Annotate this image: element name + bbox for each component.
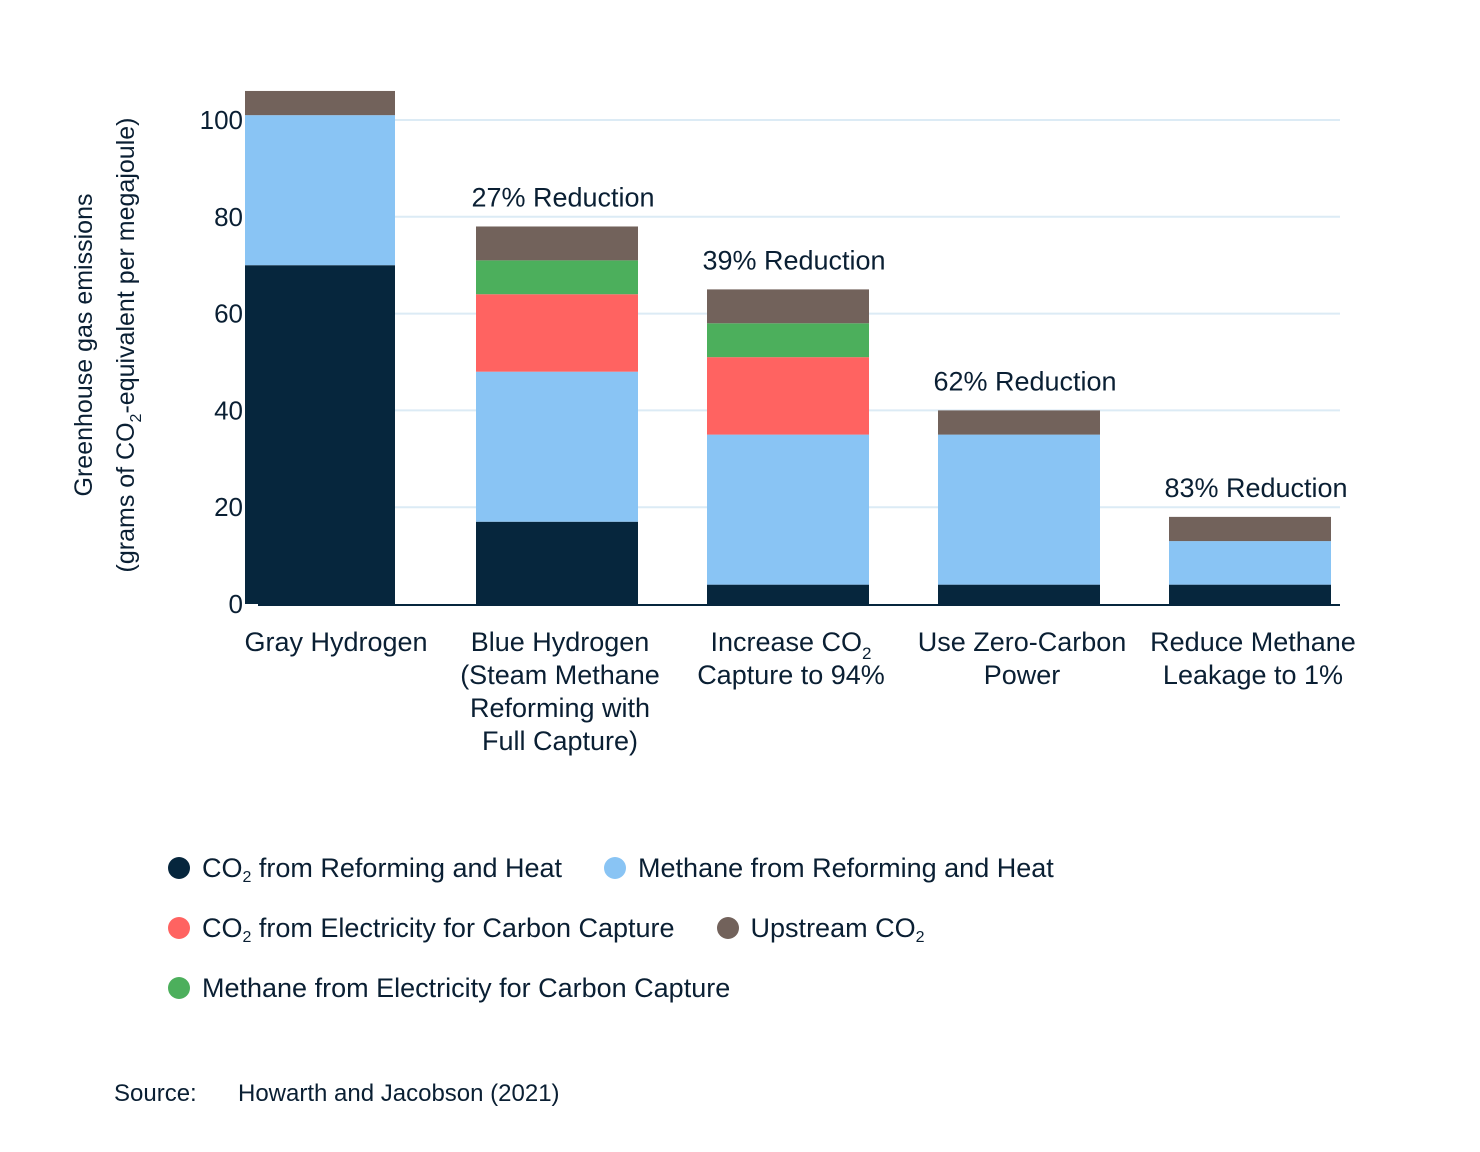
- bar-segment-co2_reform: [707, 584, 869, 604]
- reduction-annotation: 62% Reduction: [933, 366, 1116, 396]
- y-tick-label: 60: [214, 299, 243, 329]
- bar-segment-co2_elec: [476, 294, 638, 372]
- legend-swatch: [604, 857, 627, 879]
- reduction-annotations: 27% Reduction 39% Reduction 62% Reduction 8…: [471, 182, 1347, 502]
- bar-segment-ch4_reform: [707, 434, 869, 585]
- legend-label: CO2 from Electricity for Carbon Capture: [202, 912, 675, 946]
- legend-swatch: [168, 857, 190, 879]
- category-label: Gray Hydrogen: [244, 627, 427, 657]
- bar-segment-upstream: [1169, 516, 1331, 542]
- y-axis-ticks: 0 20 40 60 80 100: [200, 105, 243, 619]
- y-axis-label: Greenhouse gas emissions (grams of CO2-eq…: [70, 118, 145, 573]
- bar-segment-ch4_elec: [707, 323, 869, 358]
- reduction-annotation: 39% Reduction: [702, 245, 885, 275]
- bar-segment-co2_reform: [938, 584, 1100, 604]
- bar-segment-co2_reform: [245, 265, 395, 604]
- y-tick-label: 40: [214, 395, 243, 425]
- bars: [245, 90, 1331, 604]
- category-label: Capture to 94%: [697, 660, 885, 690]
- bar-segment-co2_elec: [707, 357, 869, 435]
- bar-segment-ch4_reform: [938, 434, 1100, 585]
- category-label: Blue Hydrogen: [471, 627, 650, 657]
- y-tick-label: 100: [200, 105, 243, 135]
- bar-segment-upstream: [938, 410, 1100, 435]
- y-axis-title: Greenhouse gas emissions: [70, 194, 98, 497]
- bar-segment-co2_reform: [476, 521, 638, 604]
- bar-segment-ch4_reform: [476, 371, 638, 522]
- legend-row: CO2 from Electricity for Carbon Capture …: [168, 898, 1268, 958]
- legend-label: Methane from Electricity for Carbon Capt…: [202, 972, 731, 1003]
- bar-segment-ch4_reform: [1169, 541, 1331, 585]
- legend-swatch: [716, 917, 739, 939]
- legend: CO2 from Reforming and Heat Methane from…: [168, 838, 1268, 1018]
- stacked-bar-chart: 0 20 40 60 80 100 27% Reduction 39% Reduction 6…: [70, 90, 1356, 756]
- legend-swatch: [168, 917, 190, 939]
- reduction-annotation: 27% Reduction: [471, 182, 654, 212]
- category-label: Increase CO2: [710, 627, 871, 663]
- category-label: Reduce Methane: [1150, 627, 1356, 657]
- source-note: Source: Howarth and Jacobson (2021): [114, 1080, 560, 1108]
- legend-item-co2-electricity: CO2 from Electricity for Carbon Capture: [168, 912, 675, 946]
- legend-item-methane-electricity: Methane from Electricity for Carbon Capt…: [168, 973, 730, 1004]
- y-tick-label: 0: [229, 589, 243, 619]
- reduction-annotation: 83% Reduction: [1164, 473, 1347, 503]
- bar-segment-ch4_reform: [245, 115, 395, 266]
- legend-item-co2-reforming: CO2 from Reforming and Heat: [168, 852, 563, 886]
- bar-segment-co2_reform: [1169, 584, 1331, 604]
- category-labels: Gray Hydrogen Blue Hydrogen(Steam Methane…: [244, 627, 1355, 756]
- source-label: Source:: [114, 1080, 197, 1107]
- bar-segment-upstream: [476, 226, 638, 261]
- legend-label: Methane from Reforming and Heat: [638, 852, 1054, 883]
- category-label: (Steam Methane: [460, 660, 660, 690]
- category-label: Leakage to 1%: [1163, 660, 1343, 690]
- category-label: Reforming with: [470, 693, 650, 723]
- legend-item-methane-reforming: Methane from Reforming and Heat: [604, 853, 1054, 884]
- legend-row: CO2 from Reforming and Heat Methane from…: [168, 838, 1268, 898]
- bar-segment-upstream: [707, 289, 869, 324]
- y-tick-label: 20: [214, 492, 243, 522]
- legend-label: CO2 from Reforming and Heat: [202, 852, 563, 886]
- legend-row: Methane from Electricity for Carbon Capt…: [168, 958, 1268, 1018]
- legend-swatch: [168, 977, 190, 999]
- y-axis-subtitle: (grams of CO2-equivalent per megajoule): [112, 118, 145, 573]
- legend-item-upstream-co2: Upstream CO2: [716, 912, 925, 946]
- y-tick-label: 80: [214, 202, 243, 232]
- source-text: Howarth and Jacobson (2021): [238, 1080, 560, 1107]
- bar-segment-upstream: [245, 90, 395, 116]
- category-label: Use Zero-Carbon: [918, 627, 1127, 657]
- legend-label: Upstream CO2: [750, 912, 925, 946]
- category-label: Power: [984, 660, 1061, 690]
- category-label: Full Capture): [482, 726, 638, 756]
- bar-segment-ch4_elec: [476, 260, 638, 295]
